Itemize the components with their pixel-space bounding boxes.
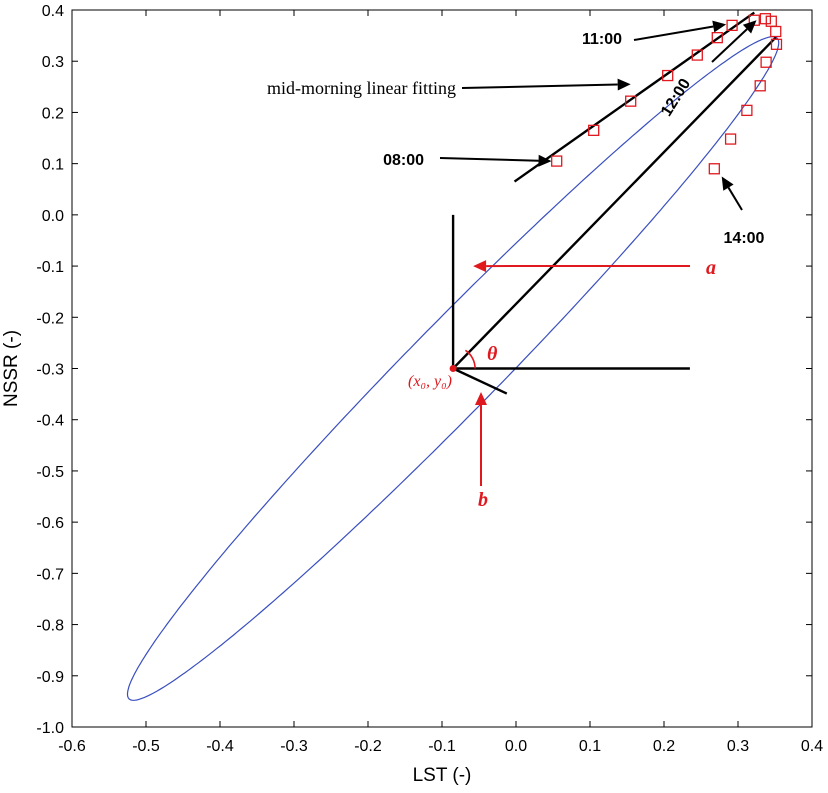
y-tick-label: -0.4 xyxy=(36,413,64,430)
plot-border xyxy=(71,9,813,728)
observation-marker xyxy=(625,95,637,107)
y-tick-label: 0.0 xyxy=(42,208,64,225)
observation-marker xyxy=(770,25,782,38)
observation-markers xyxy=(551,13,783,175)
arrow-1200-head xyxy=(742,20,757,34)
arrow-0800-head xyxy=(538,154,552,167)
observation-marker xyxy=(588,124,600,137)
y-tick-label: 0.4 xyxy=(42,3,64,20)
x-tick-label: 0.4 xyxy=(801,738,823,755)
semi-major-axis-label: a xyxy=(706,257,716,279)
y-axis-ticks: 0.4 0.3 0.2 0.1 0.0 -0.1 -0.2 -0.3 -0.4 -0.5 -0.6 -… xyxy=(36,3,812,737)
fitted-ellipse xyxy=(126,36,780,701)
x-tick-label: 0.1 xyxy=(579,738,601,755)
y-tick-label: -0.6 xyxy=(36,515,64,532)
ellipse-center-label: (x₀, y₀) xyxy=(408,373,452,390)
y-tick-label: -0.8 xyxy=(36,618,64,635)
observation-marker xyxy=(770,38,783,50)
observation-marker xyxy=(708,163,720,175)
arrow-1400-shaft xyxy=(727,187,743,211)
x-tick-label: -0.4 xyxy=(206,738,234,755)
x-tick-label: 0.0 xyxy=(505,738,527,755)
semi-minor-axis-label: b xyxy=(478,489,488,511)
rotation-angle-arc xyxy=(464,349,476,369)
semi-major-axis-line xyxy=(452,36,777,370)
x-tick-label: -0.5 xyxy=(132,738,160,755)
observation-marker xyxy=(691,49,703,61)
rotation-angle-label: θ xyxy=(487,343,498,365)
time-label-1200: 12:00 xyxy=(658,76,694,120)
x-tick-label: -0.6 xyxy=(58,738,86,755)
y-tick-label: -0.3 xyxy=(36,362,64,379)
y-axis-title: NSSR (-) xyxy=(1,330,22,407)
observation-marker xyxy=(759,13,772,25)
x-axis-title: LST (-) xyxy=(413,765,472,786)
y-tick-label: -0.5 xyxy=(36,464,64,481)
x-tick-label: 0.2 xyxy=(653,738,675,755)
y-tick-label: 0.3 xyxy=(42,54,64,71)
arrow-a-head xyxy=(473,260,487,273)
x-tick-label: 0.3 xyxy=(727,738,749,755)
ellipse-geometry xyxy=(449,36,777,395)
arrow-1400-head xyxy=(721,176,734,191)
y-tick-label: 0.2 xyxy=(42,105,64,122)
observation-marker xyxy=(726,19,738,32)
arrow-1100-head xyxy=(712,20,727,33)
arrow-1100-shaft xyxy=(633,25,714,41)
observation-marker xyxy=(765,15,777,27)
time-label-0800: 08:00 xyxy=(383,152,424,169)
arrow-1200-shaft xyxy=(711,28,748,63)
observation-marker xyxy=(551,155,563,167)
observation-marker xyxy=(760,56,772,68)
x-axis-ticks: -0.6 -0.5 -0.4 -0.3 -0.2 -0.1 0.0 0.1 0.2 0.3 0.4 xyxy=(58,10,823,755)
arrow-0800-shaft xyxy=(439,157,539,162)
observation-marker xyxy=(711,32,723,44)
time-label-1100: 11:00 xyxy=(582,31,622,48)
semi-minor-axis-line xyxy=(452,367,508,395)
y-tick-label: -0.1 xyxy=(36,259,64,276)
y-tick-label: -0.9 xyxy=(36,669,64,686)
arrow-fitting-line-shaft xyxy=(461,83,618,89)
fitting-line-label: mid-morning linear fitting xyxy=(267,78,456,98)
x-tick-label: -0.3 xyxy=(280,738,308,755)
x-tick-label: -0.2 xyxy=(354,738,382,755)
x-tick-label: -0.1 xyxy=(428,738,456,755)
arrow-fitting-line-head xyxy=(617,78,631,91)
time-label-1400: 14:00 xyxy=(724,230,765,247)
mid-morning-fitting-line xyxy=(513,11,755,183)
y-tick-label: 0.1 xyxy=(42,157,64,174)
plot-frame xyxy=(71,9,813,728)
y-tick-label: -1.0 xyxy=(36,720,64,737)
y-tick-label: -0.7 xyxy=(36,566,64,583)
y-tick-label: -0.2 xyxy=(36,310,64,327)
observation-marker xyxy=(662,69,674,82)
observation-marker xyxy=(741,104,753,117)
annotation-arrows xyxy=(439,20,757,486)
observation-marker xyxy=(724,133,737,145)
observation-marker xyxy=(754,80,766,92)
ellipse-center-point xyxy=(449,365,457,372)
arrow-b-head xyxy=(475,392,487,405)
